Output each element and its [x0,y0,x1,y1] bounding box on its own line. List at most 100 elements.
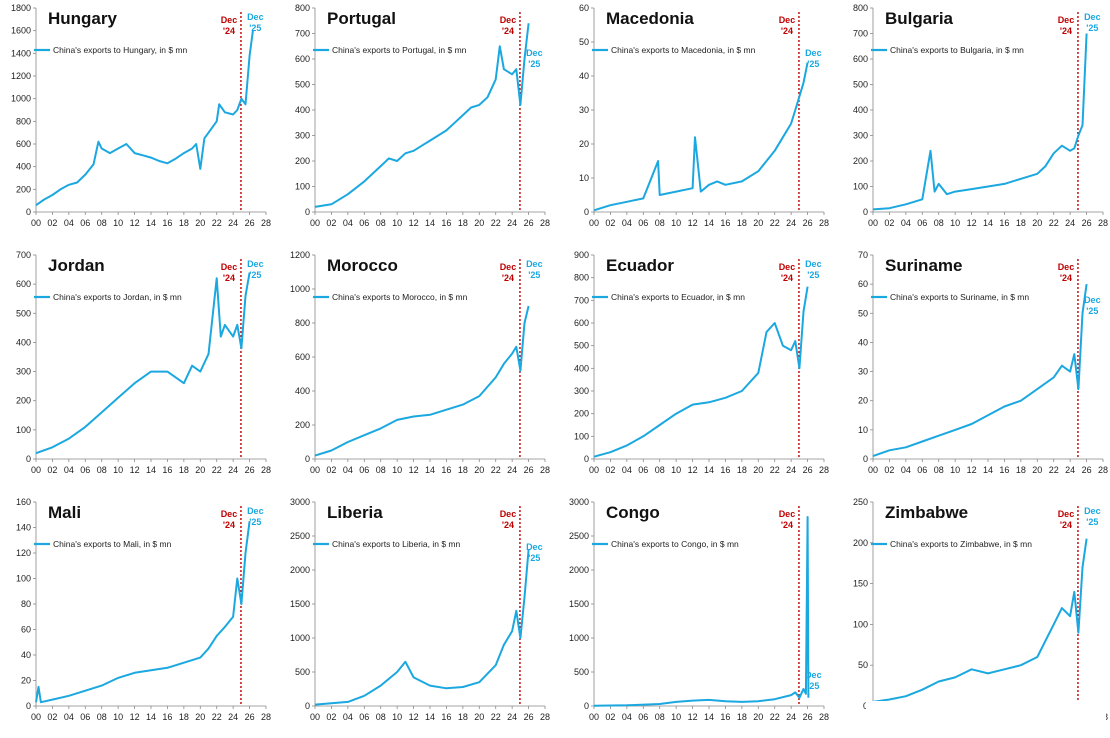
y-tick-label: 10 [579,173,589,183]
y-tick-label: 120 [16,548,31,558]
y-tick-label: 0 [584,207,589,217]
y-tick-label: 800 [574,273,589,283]
chart-svg: 0 200 400 600 800 1000 1200 00 02 04 06 08 10 12 14 16 1… [290,250,550,475]
x-tick-label: 24 [1065,218,1075,228]
x-tick-label: 04 [64,465,74,475]
x-tick-label: 02 [326,465,336,475]
x-tick-label: 04 [64,218,74,228]
x-tick-label: 18 [458,712,468,722]
x-tick-label: 16 [999,218,1009,228]
dec25-label-month: Dec [247,259,264,269]
x-tick-label: 00 [868,465,878,475]
y-tick-label: 2000 [290,565,310,575]
y-tick-label: 400 [295,386,310,396]
y-tick-label: 60 [579,3,589,13]
dec25-label-month: Dec [526,48,543,58]
dec24-label-month: Dec [779,262,796,272]
chart-panel-suriname: 0 10 20 30 40 50 60 70 00 02 04 06 08 10 12 14 16 18 20 22 2… [837,247,1110,491]
dec25-label-month: Dec [247,12,264,22]
y-tick-label: 1500 [290,599,310,609]
x-tick-label: 16 [441,712,451,722]
y-tick-label: 50 [579,37,589,47]
x-tick-label: 22 [491,712,501,722]
series-line [593,516,810,707]
y-tick-label: 3000 [290,497,310,507]
x-tick-label: 02 [47,712,57,722]
dec24-label-year: '24 [502,520,514,530]
y-tick-label: 0 [584,454,589,464]
legend-label: China's exports to Portugal, in $ mn [332,45,467,55]
x-tick-label: 18 [179,465,189,475]
dec25-label-month: Dec [805,48,822,58]
legend-label: China's exports to Mali, in $ mn [53,539,172,549]
x-tick-label: 28 [819,712,829,722]
chart-title: Ecuador [606,256,674,275]
dec24-label-month: Dec [779,15,796,25]
dec24-label-year: '24 [781,520,793,530]
y-tick-label: 800 [295,318,310,328]
x-tick-label: 02 [326,712,336,722]
dec25-label-month: Dec [1084,12,1101,22]
series-line [872,538,1088,703]
x-tick-label: 24 [507,712,517,722]
dec24-label-year: '24 [502,273,514,283]
legend-label: China's exports to Ecuador, in $ mn [611,292,745,302]
x-tick-label: 04 [901,465,911,475]
y-tick-label: 50 [858,660,868,670]
dec24-label-month: Dec [500,15,517,25]
x-tick-label: 22 [212,712,222,722]
x-tick-label: 28 [261,218,271,228]
dec24-label-month: Dec [779,509,796,519]
dec24-label-month: Dec [221,509,238,519]
x-tick-label: 28 [540,712,550,722]
dec25-label-month: Dec [805,670,822,680]
x-tick-label: 10 [950,218,960,228]
x-tick-label: 00 [868,218,878,228]
x-tick-label: 06 [917,218,927,228]
chart-panel-congo: 0 500 1000 1500 2000 2500 3000 00 02 04 06 08 10 12 14… [558,494,836,738]
legend-label: China's exports to Jordan, in $ mn [53,292,182,302]
x-tick-label: 02 [605,218,615,228]
x-tick-label: 04 [622,218,632,228]
chart-svg: 0 100 200 300 400 500 600 700 00 02 04 06 08 10 12 14 16… [16,250,271,475]
x-tick-label: 28 [540,465,550,475]
x-tick-label: 26 [245,218,255,228]
y-tick-label: 100 [16,425,31,435]
x-tick-label: 22 [212,465,222,475]
x-tick-label: 24 [228,465,238,475]
y-tick-label: 20 [579,139,589,149]
x-tick-label: 02 [47,465,57,475]
dec24-label-year: '24 [1060,273,1072,283]
y-tick-label: 1200 [11,71,31,81]
chart-title: Hungary [48,9,118,28]
y-tick-label: 1000 [569,633,589,643]
y-tick-label: 160 [16,497,31,507]
x-tick-label: 26 [1082,465,1092,475]
chart-panel-hungary: 0 200 400 600 800 1000 1200 1400 1600 1800 00 02 04 0… [0,0,278,244]
x-tick-label: 16 [720,465,730,475]
x-tick-label: 08 [655,465,665,475]
y-tick-label: 500 [574,341,589,351]
dec24-label-month: Dec [500,262,517,272]
x-tick-label: 22 [1049,465,1059,475]
y-tick-label: 0 [26,207,31,217]
series-line [314,549,530,706]
dec25-label-year: '25 [807,270,819,280]
chart-panel-macedonia: 0 10 20 30 40 50 60 00 02 04 06 08 10 12 14 16 18 20 22 24 2… [558,0,836,244]
y-tick-label: 1800 [11,3,31,13]
x-tick-label: 22 [770,218,780,228]
y-tick-label: 0 [863,454,868,464]
y-tick-label: 2000 [569,565,589,575]
y-tick-label: 200 [853,538,868,548]
y-tick-label: 600 [16,279,31,289]
y-tick-label: 20 [21,676,31,686]
x-tick-label: 24 [507,218,517,228]
chart-svg: 0 10 20 30 40 50 60 00 02 04 06 08 10 12 14 16 18 20 22 24 2… [579,3,829,228]
x-tick-label: 22 [212,218,222,228]
x-tick-label: 10 [671,465,681,475]
x-tick-label: 08 [655,712,665,722]
x-tick-label: 10 [671,712,681,722]
x-tick-label: 26 [245,712,255,722]
x-tick-label: 02 [326,218,336,228]
